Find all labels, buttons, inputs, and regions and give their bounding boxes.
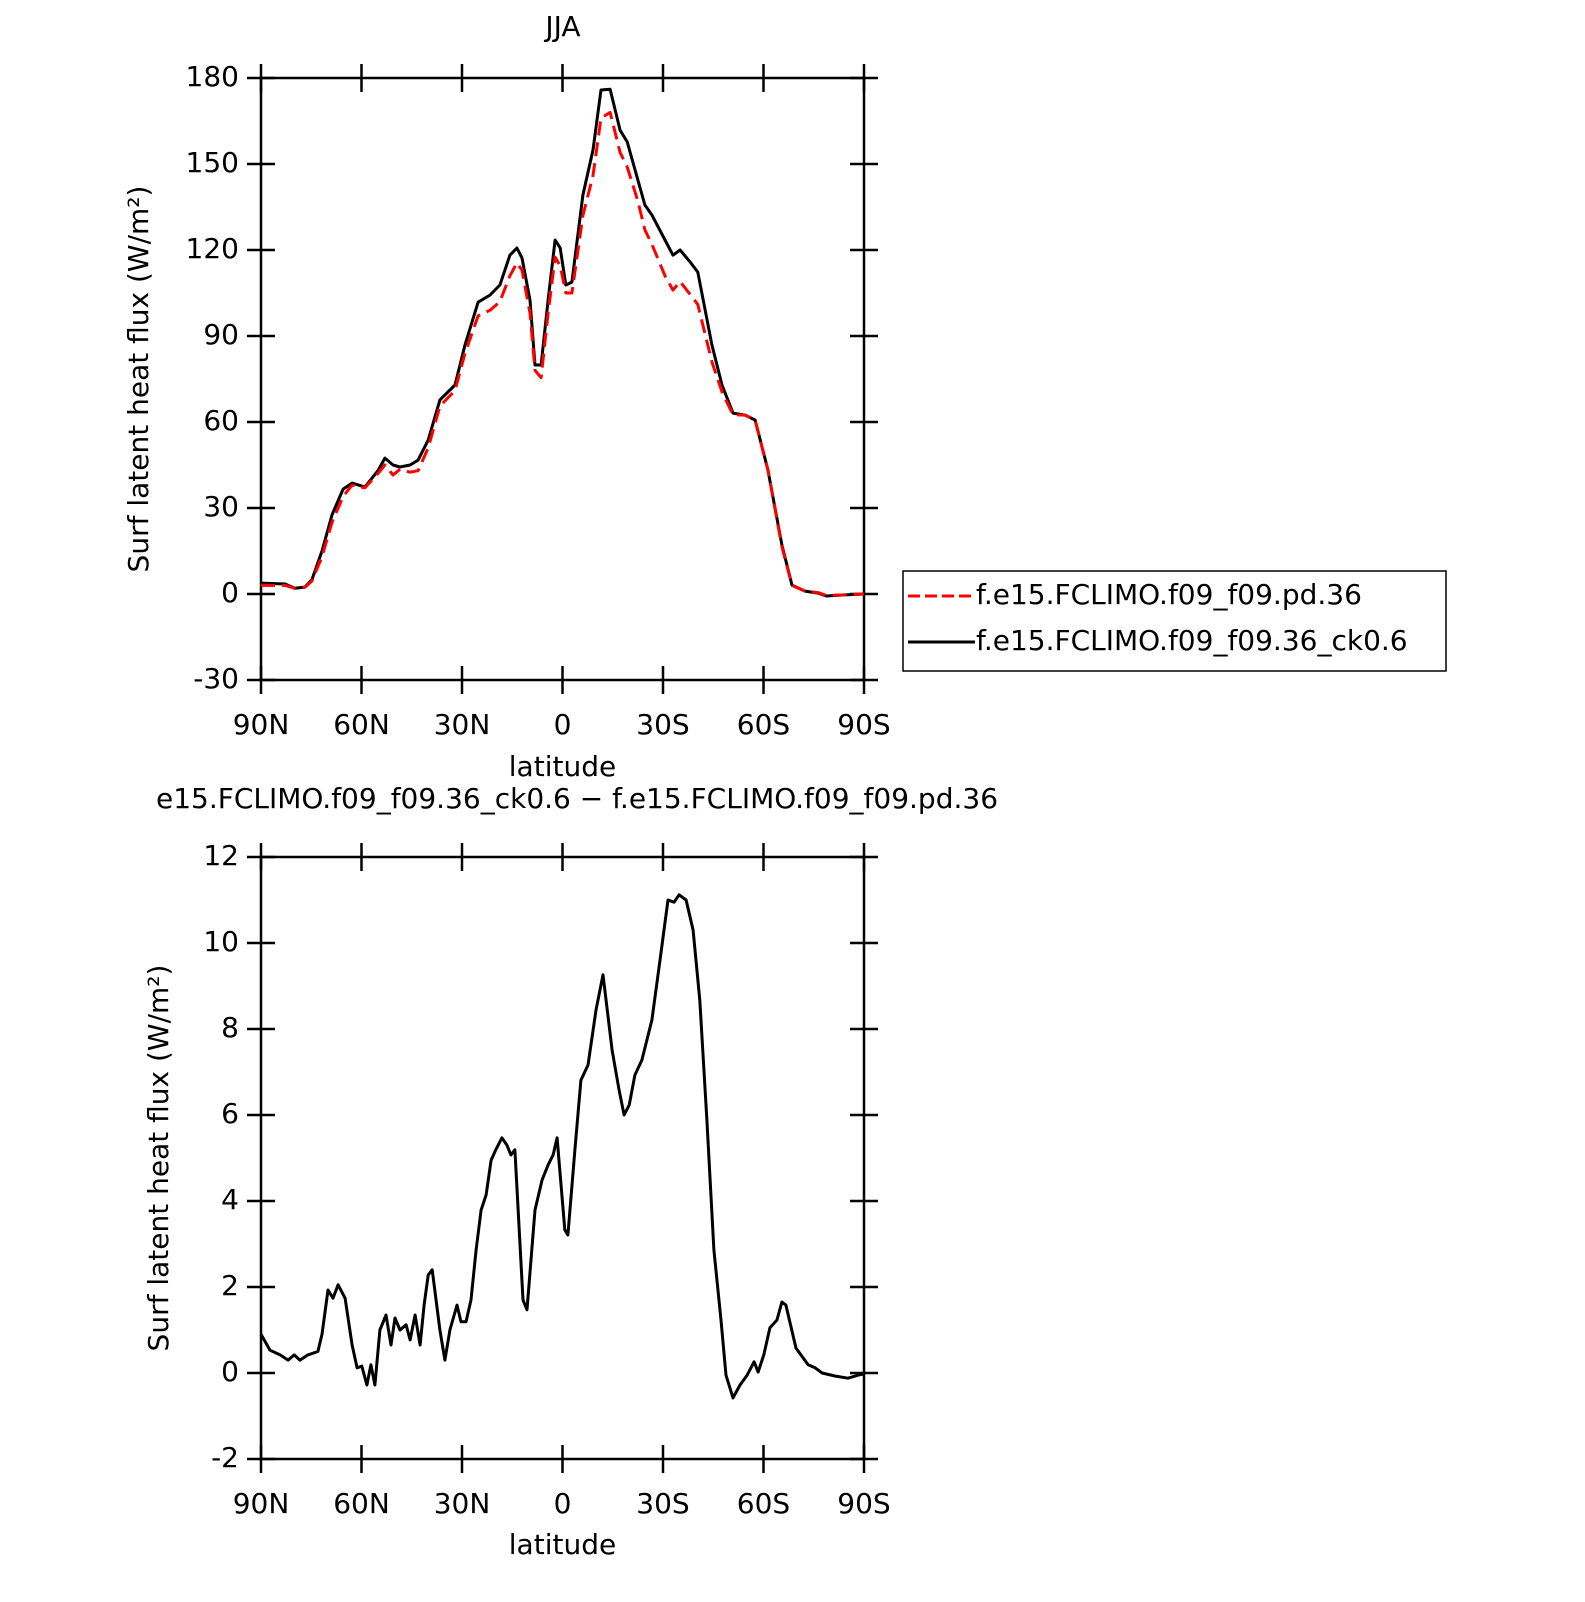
y-tick-label: 180	[186, 60, 239, 93]
y-axis-label: Surf latent heat flux (W/m²)	[142, 965, 175, 1352]
y-axis-label: Surf latent heat flux (W/m²)	[122, 186, 155, 573]
x-tick-label: 90S	[837, 1487, 890, 1520]
x-tick-label: 30S	[636, 1487, 689, 1520]
y-tick-label: 12	[203, 839, 239, 872]
y-tick-label: 8	[221, 1011, 239, 1044]
series-line	[259, 893, 865, 1400]
chart-title: JJA	[543, 10, 580, 43]
y-tick-label: 10	[203, 925, 239, 958]
legend-box	[902, 570, 1447, 672]
x-tick-label: 30S	[636, 708, 689, 741]
x-axis-label: latitude	[509, 750, 616, 783]
y-tick-label: 4	[221, 1183, 239, 1216]
y-tick-label: 120	[186, 232, 239, 265]
plot-frame	[259, 76, 866, 682]
x-tick-label: 60N	[333, 708, 390, 741]
y-tick-label: 30	[203, 490, 239, 523]
x-tick-label: 90N	[233, 1487, 290, 1520]
y-tick-label: 6	[221, 1097, 239, 1130]
x-tick-label: 30N	[434, 1487, 491, 1520]
y-tick-label: 150	[186, 146, 239, 179]
y-tick-label: 2	[221, 1269, 239, 1302]
x-tick-label: 0	[554, 1487, 572, 1520]
x-tick-label: 90S	[837, 708, 890, 741]
series-line	[261, 110, 865, 597]
y-tick-label: 0	[221, 576, 239, 609]
legend-label: f.e15.FCLIMO.f09_f09.pd.36	[976, 578, 1362, 611]
y-tick-label: 0	[221, 1355, 239, 1388]
y-tick-label: 90	[203, 318, 239, 351]
x-tick-label: 90N	[233, 708, 290, 741]
series-line	[260, 87, 865, 598]
x-tick-label: 60S	[737, 708, 790, 741]
x-tick-label: 60S	[737, 1487, 790, 1520]
y-tick-label: -2	[211, 1441, 239, 1474]
y-tick-label: 60	[203, 404, 239, 437]
x-axis-label: latitude	[509, 1528, 616, 1561]
x-tick-label: 0	[554, 708, 572, 741]
legend-label: f.e15.FCLIMO.f09_f09.36_ck0.6	[976, 624, 1408, 657]
plot-frame	[259, 855, 866, 1461]
chart-title: e15.FCLIMO.f09_f09.36_ck0.6 − f.e15.FCLI…	[156, 782, 998, 815]
x-tick-label: 30N	[434, 708, 491, 741]
y-tick-label: -30	[193, 662, 239, 695]
x-tick-label: 60N	[333, 1487, 390, 1520]
